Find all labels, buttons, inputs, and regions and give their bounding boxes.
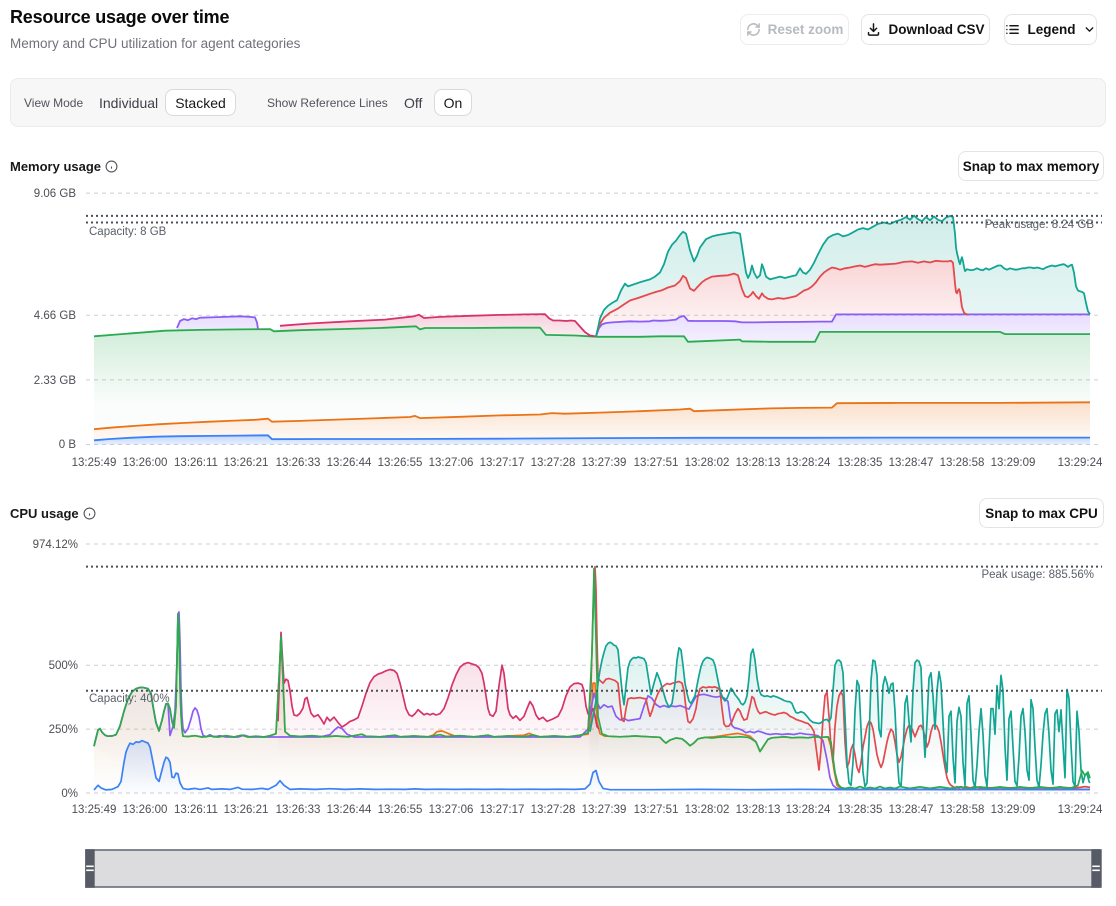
svg-text:13:25:49: 13:25:49 (72, 457, 117, 469)
svg-text:13:27:39: 13:27:39 (582, 804, 627, 816)
svg-text:13:29:24: 13:29:24 (1058, 804, 1103, 816)
svg-text:13:28:13: 13:28:13 (736, 804, 781, 816)
svg-text:13:29:24: 13:29:24 (1058, 457, 1103, 469)
svg-text:13:28:47: 13:28:47 (889, 804, 934, 816)
svg-text:13:26:21: 13:26:21 (224, 457, 269, 469)
svg-text:13:28:24: 13:28:24 (786, 804, 831, 816)
svg-text:974.12%: 974.12% (33, 539, 78, 551)
svg-text:9.06 GB: 9.06 GB (34, 188, 77, 200)
svg-text:13:27:39: 13:27:39 (582, 457, 627, 469)
svg-text:Capacity: 8 GB: Capacity: 8 GB (89, 226, 167, 238)
svg-text:13:26:44: 13:26:44 (327, 457, 372, 469)
svg-text:13:27:51: 13:27:51 (634, 457, 679, 469)
svg-text:13:26:33: 13:26:33 (276, 457, 321, 469)
svg-text:13:27:51: 13:27:51 (634, 804, 679, 816)
svg-text:13:26:11: 13:26:11 (174, 804, 218, 816)
svg-text:13:28:35: 13:28:35 (838, 804, 883, 816)
svg-text:250%: 250% (49, 724, 78, 736)
svg-text:13:28:47: 13:28:47 (889, 457, 934, 469)
svg-text:500%: 500% (49, 660, 78, 672)
svg-text:13:28:35: 13:28:35 (838, 457, 883, 469)
svg-text:13:26:00: 13:26:00 (123, 804, 168, 816)
svg-text:13:29:09: 13:29:09 (991, 457, 1036, 469)
svg-text:Peak usage: 8.24 GB: Peak usage: 8.24 GB (985, 219, 1095, 231)
svg-text:13:28:58: 13:28:58 (940, 804, 985, 816)
svg-text:13:27:17: 13:27:17 (480, 804, 525, 816)
svg-text:2.33 GB: 2.33 GB (34, 375, 77, 387)
svg-text:13:28:13: 13:28:13 (736, 457, 781, 469)
svg-text:Capacity: 400%: Capacity: 400% (89, 693, 170, 705)
svg-text:13:27:28: 13:27:28 (531, 457, 576, 469)
svg-text:13:28:02: 13:28:02 (685, 804, 730, 816)
svg-text:13:27:17: 13:27:17 (480, 457, 525, 469)
svg-text:13:28:24: 13:28:24 (786, 457, 831, 469)
svg-text:13:26:11: 13:26:11 (174, 457, 218, 469)
svg-text:13:25:49: 13:25:49 (72, 804, 117, 816)
svg-text:4.66 GB: 4.66 GB (34, 310, 77, 322)
svg-text:13:26:44: 13:26:44 (327, 804, 372, 816)
svg-text:13:27:06: 13:27:06 (429, 457, 474, 469)
svg-text:13:26:21: 13:26:21 (224, 804, 269, 816)
svg-text:13:26:55: 13:26:55 (378, 804, 423, 816)
svg-text:13:27:06: 13:27:06 (429, 804, 474, 816)
svg-text:0 B: 0 B (59, 439, 77, 451)
svg-text:13:28:58: 13:28:58 (940, 457, 985, 469)
svg-text:Peak usage: 885.56%: Peak usage: 885.56% (981, 569, 1094, 581)
svg-text:0%: 0% (61, 788, 78, 800)
svg-text:13:27:28: 13:27:28 (531, 804, 576, 816)
svg-text:13:29:09: 13:29:09 (991, 804, 1036, 816)
svg-text:13:28:02: 13:28:02 (685, 457, 730, 469)
svg-text:13:26:55: 13:26:55 (378, 457, 423, 469)
svg-text:13:26:33: 13:26:33 (276, 804, 321, 816)
svg-text:13:26:00: 13:26:00 (123, 457, 168, 469)
